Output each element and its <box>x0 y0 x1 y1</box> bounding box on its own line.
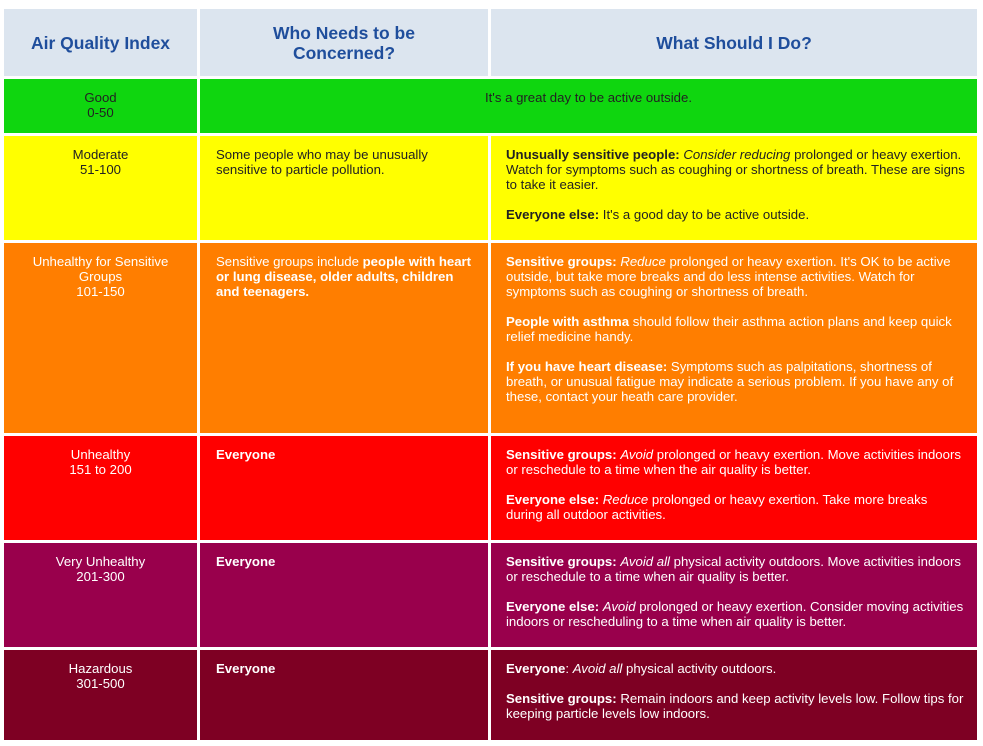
table-row-usg: Unhealthy for Sensitive Groups 101-150 Sen… <box>4 243 977 436</box>
who-cell: Everyone <box>216 447 276 462</box>
aqi-level-cell: Unhealthy 151 to 200 <box>69 447 132 477</box>
table-row-moderate: Moderate 51-100 Some people who may be un… <box>4 136 977 243</box>
advice-cell: Sensitive groups: Avoid prolonged or hea… <box>506 447 961 522</box>
aqi-level-cell: Very Unhealthy 201-300 <box>55 554 146 584</box>
aqi-level-cell: Hazardous 301-500 <box>68 661 133 691</box>
header-row: Air Quality Index Who Needs to be Concern… <box>4 9 977 79</box>
advice-cell: Sensitive groups: Reduce prolonged or he… <box>506 254 954 404</box>
advice-cell: It's a great day to be active outside. <box>484 90 693 105</box>
header-aqi: Air Quality Index <box>30 32 171 53</box>
who-cell: Some people who may be unusually sensitiv… <box>216 147 428 177</box>
aqi-table: Air Quality Index Who Needs to be Concern… <box>4 9 977 740</box>
advice-cell: Unusually sensitive people: Consider red… <box>506 147 965 222</box>
table-row-very-unhealthy: Very Unhealthy 201-300 Everyone Sensitive… <box>4 543 977 650</box>
advice-cell: Sensitive groups: Avoid all physical act… <box>506 554 964 629</box>
who-cell: Everyone <box>216 554 276 569</box>
header-who: Who Needs to be Concerned? <box>273 22 415 63</box>
who-cell: Everyone <box>216 661 276 676</box>
who-cell: Sensitive groups include people with hea… <box>216 254 472 299</box>
aqi-level-cell: Moderate 51-100 <box>72 147 129 177</box>
header-what: What Should I Do? <box>656 32 812 53</box>
advice-cell: Everyone: Avoid all physical activity ou… <box>506 661 964 721</box>
aqi-level-cell: Unhealthy for Sensitive Groups 101-150 <box>32 254 169 299</box>
table-row-unhealthy: Unhealthy 151 to 200 Everyone Sensitive g… <box>4 436 977 543</box>
table-row-good: Good 0-50 It's a great day to be active o… <box>4 79 977 136</box>
table-row-hazardous: Hazardous 301-500 Everyone Everyone: Avoi… <box>4 650 977 740</box>
aqi-level-cell: Good 0-50 <box>84 90 117 120</box>
